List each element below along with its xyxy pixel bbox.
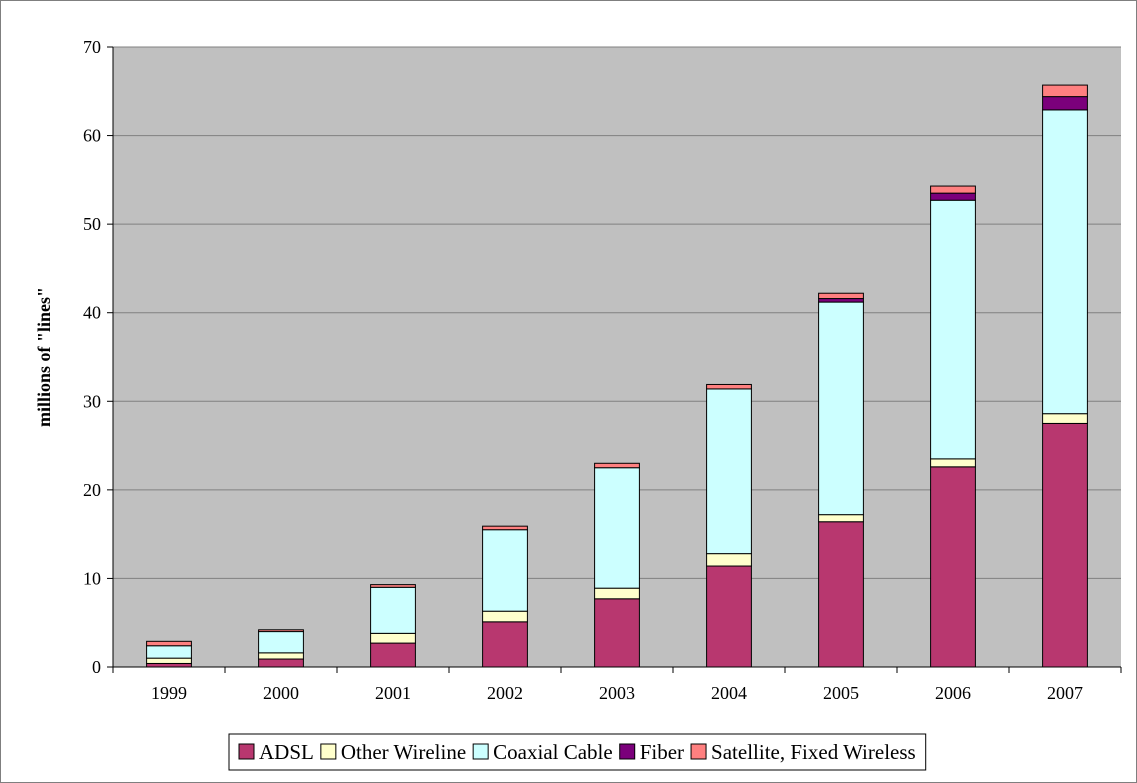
bar-segment-other-wireline [1042,413,1088,424]
bar-segment-satellite-fixed-wireless [146,640,192,647]
bar-segment-adsl [146,662,192,668]
x-tick-label: 2007 [1047,683,1083,703]
legend-label: Fiber [640,740,684,764]
y-tick-label: 0 [92,657,101,677]
bar-segment-satellite-fixed-wireless [370,584,416,588]
bar-stack-2005 [818,292,864,668]
bar-stack-1999 [146,640,192,668]
y-tick-label: 30 [83,391,101,411]
bar-segment-adsl [258,658,304,668]
x-tick-label: 1999 [151,683,187,703]
bar-segment-fiber [930,192,976,201]
bar-segment-other-wireline [930,458,976,468]
bar-segment-coaxial-cable [258,631,304,654]
bar-segment-satellite-fixed-wireless [258,629,304,633]
bar-segment-coaxial-cable [594,467,640,589]
bar-segment-coaxial-cable [1042,109,1088,415]
bar-stack-2007 [1042,84,1088,668]
legend-label: Coaxial Cable [493,740,613,764]
legend-swatch [472,743,489,760]
bar-stacks [146,84,1088,668]
x-tick-label: 2002 [487,683,523,703]
bar-segment-satellite-fixed-wireless [1042,84,1088,98]
legend-item-satellite-fixed-wireless: Satellite, Fixed Wireless [690,740,916,764]
legend-item-adsl: ADSL [238,740,314,764]
legend-swatch [619,743,636,760]
legend-label: Other Wireline [341,740,466,764]
bar-segment-coaxial-cable [818,301,864,516]
bar-segment-adsl [594,598,640,668]
bar-stack-2006 [930,185,976,668]
bar-segment-adsl [706,565,752,668]
bar-stack-2004 [706,383,752,668]
y-tick-label: 10 [83,568,101,588]
bar-segment-other-wireline [370,632,416,644]
x-tick-label: 2000 [263,683,299,703]
x-tick-label: 2004 [711,683,747,703]
y-tick-label: 70 [83,37,101,57]
bar-segment-other-wireline [706,553,752,567]
x-tick-label: 2001 [375,683,411,703]
x-tick-label: 2003 [599,683,635,703]
bar-segment-fiber [1042,96,1088,111]
legend-item-coaxial-cable: Coaxial Cable [472,740,613,764]
bar-segment-other-wireline [258,652,304,660]
bar-segment-fiber [818,298,864,303]
bar-segment-satellite-fixed-wireless [818,292,864,300]
bar-segment-coaxial-cable [706,388,752,555]
bar-segment-adsl [370,642,416,668]
x-tick-label: 2006 [935,683,971,703]
bar-segment-satellite-fixed-wireless [482,525,528,531]
y-axis-title: millions of "lines" [34,287,54,427]
bar-segment-adsl [1042,422,1088,668]
bar-segment-adsl [482,621,528,668]
bar-segment-coaxial-cable [146,645,192,659]
bar-segment-adsl [818,521,864,668]
bar-stack-2003 [594,462,640,668]
bar-stack-2000 [258,629,304,668]
legend-label: ADSL [259,740,314,764]
legend-item-other-wireline: Other Wireline [320,740,466,764]
legend-swatch [690,743,707,760]
bar-segment-other-wireline [146,657,192,664]
y-tick-labels: 0 10 20 30 40 50 60 70 [83,37,101,677]
bar-segment-other-wireline [482,610,528,623]
legend-item-fiber: Fiber [619,740,684,764]
y-tick-label: 20 [83,480,101,500]
y-tick-label: 60 [83,126,101,146]
y-tick-label: 50 [83,214,101,234]
y-tick-label: 40 [83,303,101,323]
bar-stack-2001 [370,584,416,668]
axes [112,47,1122,673]
bar-segment-coaxial-cable [482,529,528,612]
bar-segment-other-wireline [594,587,640,600]
bar-segment-satellite-fixed-wireless [706,383,752,390]
bar-stack-2002 [482,525,528,668]
legend-box [228,733,927,771]
legend-swatch [320,743,337,760]
bar-segment-satellite-fixed-wireless [930,185,976,194]
bar-segment-adsl [930,466,976,668]
x-tick-label: 2005 [823,683,859,703]
legend-swatch [238,743,255,760]
bar-segment-other-wireline [818,514,864,523]
x-tick-labels: 1999 2000 2001 2002 2003 2004 2005 2006 2007 [151,683,1083,703]
bar-segment-coaxial-cable [370,586,416,634]
legend-label: Satellite, Fixed Wireless [711,740,916,764]
bar-segment-satellite-fixed-wireless [594,462,640,469]
legend: ADSL Other Wireline Coaxial Cable Fiber Sate… [228,733,927,771]
bar-segment-coaxial-cable [930,199,976,460]
